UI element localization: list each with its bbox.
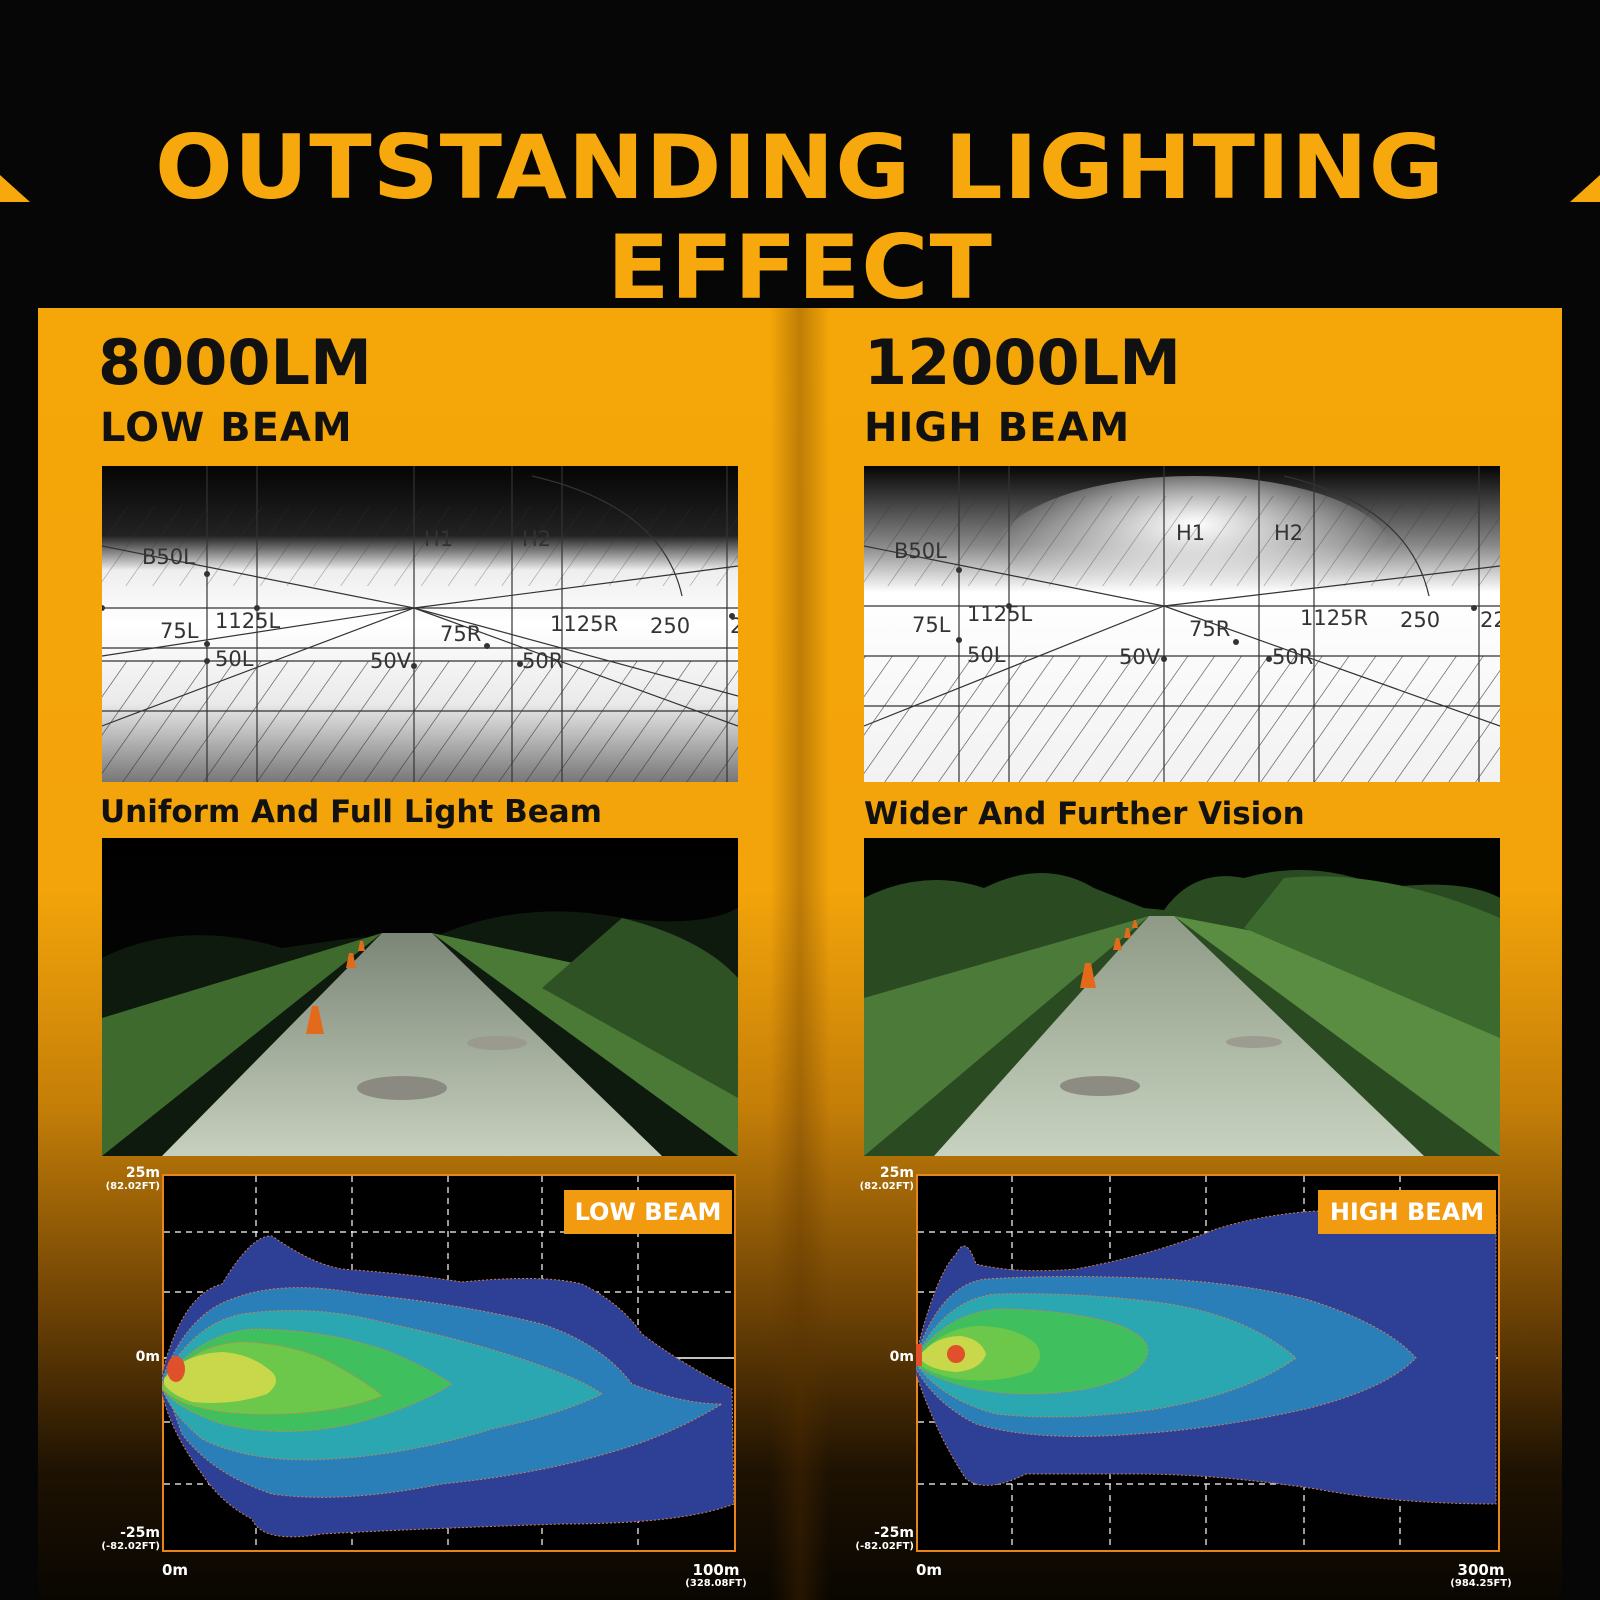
low-beam-caption: Uniform And Full Light Beam xyxy=(100,794,602,830)
pattern-label-50v: 50V xyxy=(1119,645,1161,669)
pattern-label-75l: 75L xyxy=(912,613,951,637)
pattern-label-1125r: 1125R xyxy=(550,612,618,636)
low-beam-title: LOW BEAM xyxy=(100,405,353,451)
pattern-label-75l: 75L xyxy=(160,619,199,643)
high-chart-y-bottom: -25m (-82.02FT) xyxy=(855,1525,914,1553)
high-beam-caption: Wider And Further Vision xyxy=(864,796,1305,832)
pattern-label-h1: H1 xyxy=(1176,521,1205,545)
high-chart-y-mid: 0m xyxy=(889,1349,914,1365)
pattern-label-h2: H2 xyxy=(522,527,551,551)
low-beam-pattern-image: B50L H1 H2 75L 1125L 50L 50V 75R 50R 112… xyxy=(102,466,738,782)
pattern-label-50v: 50V xyxy=(370,649,412,673)
low-chart-x-start: 0m xyxy=(161,1561,189,1579)
pattern-label-50r: 50R xyxy=(1272,645,1313,669)
high-chart-y-top: 25m (82.02FT) xyxy=(859,1165,914,1193)
panel-divider xyxy=(770,308,830,1600)
high-beam-isolux-chart: HIGH BEAM xyxy=(915,1174,1500,1552)
high-beam-lumens: 12000LM xyxy=(864,326,1181,399)
pattern-label-1125l: 1125L xyxy=(215,609,280,633)
high-beam-road-photo xyxy=(864,838,1500,1156)
low-chart-y-bottom: -25m (-82.02FT) xyxy=(101,1525,160,1553)
pattern-label-75r: 75R xyxy=(440,622,481,646)
high-beam-pattern-image: B50L H1 H2 75L 1125L 50L 50V 75R 50R 112… xyxy=(864,466,1500,782)
high-beam-chart-badge: HIGH BEAM xyxy=(1318,1190,1496,1234)
low-chart-y-top: 25m (82.02FT) xyxy=(105,1165,160,1193)
pattern-label-250: 250 xyxy=(650,614,690,638)
low-beam-road-photo xyxy=(102,838,738,1156)
high-chart-x-start: 0m xyxy=(915,1561,943,1579)
pattern-label-1125l: 1125L xyxy=(967,602,1032,626)
pattern-label-edge: 22 xyxy=(1480,608,1500,632)
pattern-label-edge: 2 xyxy=(730,614,738,638)
high-chart-x-end: 300m (984.25FT) xyxy=(1450,1561,1512,1589)
banner-decoration xyxy=(0,175,1600,202)
pattern-label-50r: 50R xyxy=(522,649,563,673)
low-chart-y-mid: 0m xyxy=(135,1349,160,1365)
low-beam-isolux-chart: LOW BEAM xyxy=(161,1174,736,1552)
high-beam-title: HIGH BEAM xyxy=(864,405,1131,451)
low-beam-lumens: 8000LM xyxy=(98,326,372,399)
pattern-label-50l: 50L xyxy=(215,647,254,671)
low-chart-x-end: 100m (328.08FT) xyxy=(685,1561,747,1589)
pattern-label-h2: H2 xyxy=(1274,521,1303,545)
page-title: OUTSTANDING LIGHTING EFFECT xyxy=(155,116,1445,319)
pattern-label-1125r: 1125R xyxy=(1300,606,1368,630)
pattern-label-h1: H1 xyxy=(424,527,453,551)
pattern-label-75r: 75R xyxy=(1189,617,1230,641)
pattern-label-250: 250 xyxy=(1400,608,1440,632)
pattern-label-b50l: B50L xyxy=(142,545,195,569)
pattern-label-50l: 50L xyxy=(967,643,1006,667)
low-beam-chart-badge: LOW BEAM xyxy=(564,1190,732,1234)
pattern-label-b50l: B50L xyxy=(894,539,947,563)
